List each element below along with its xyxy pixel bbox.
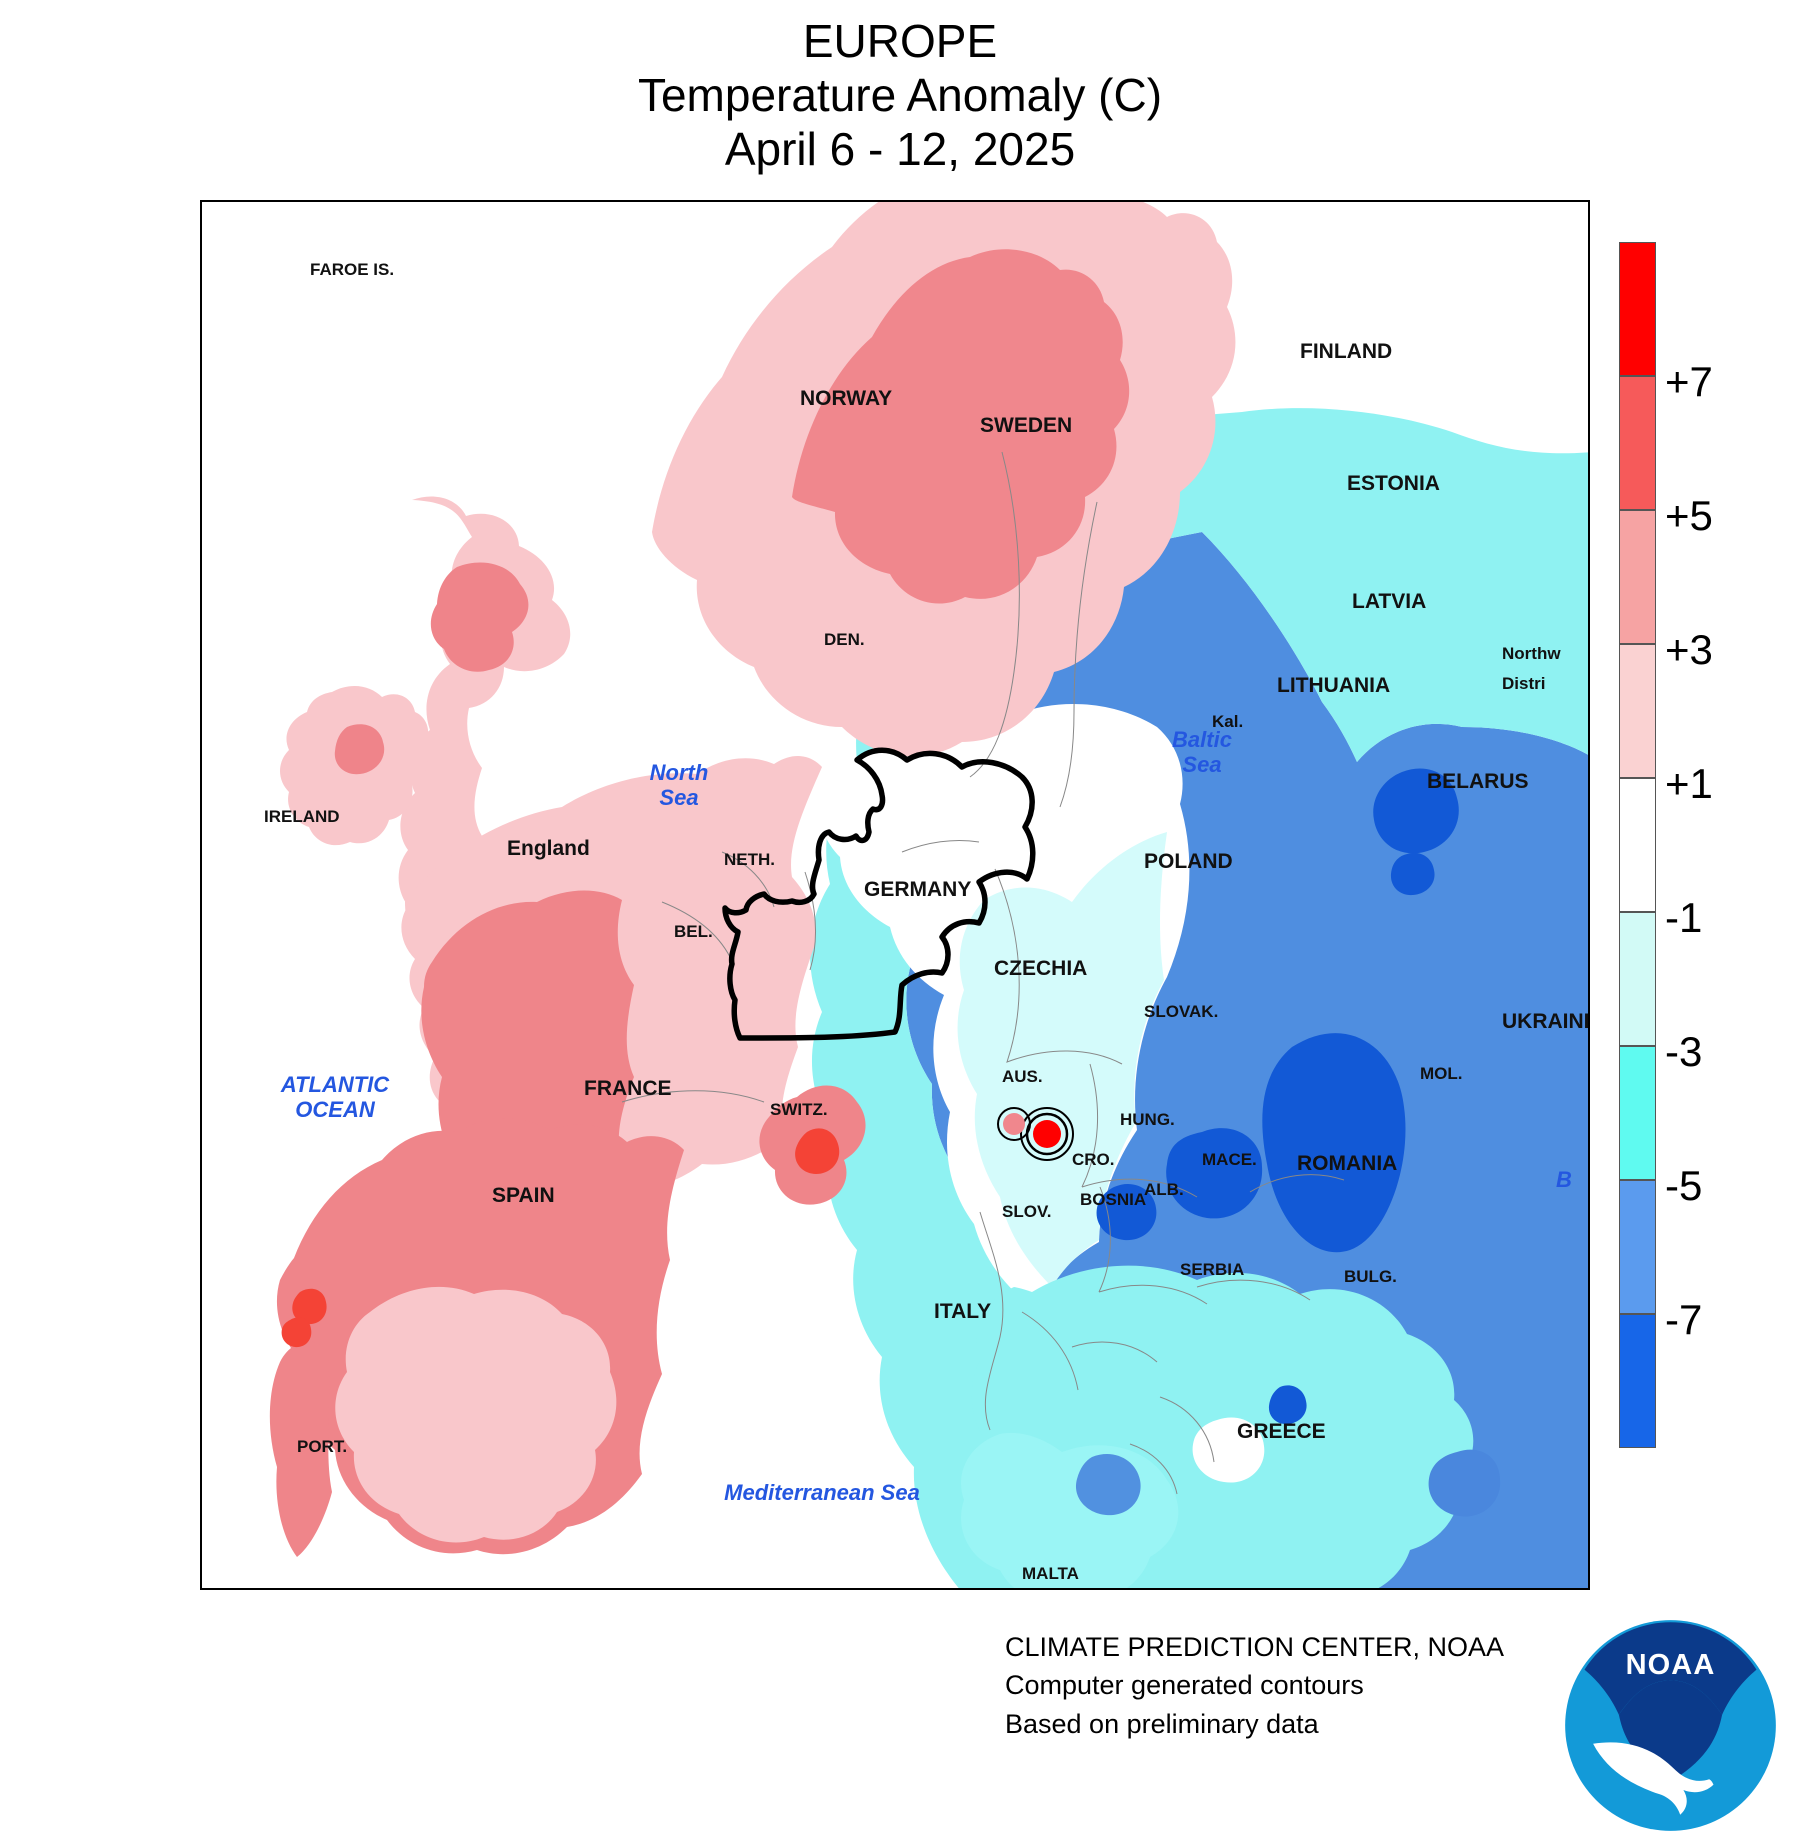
svg-text:NOAA: NOAA <box>1626 1649 1716 1681</box>
